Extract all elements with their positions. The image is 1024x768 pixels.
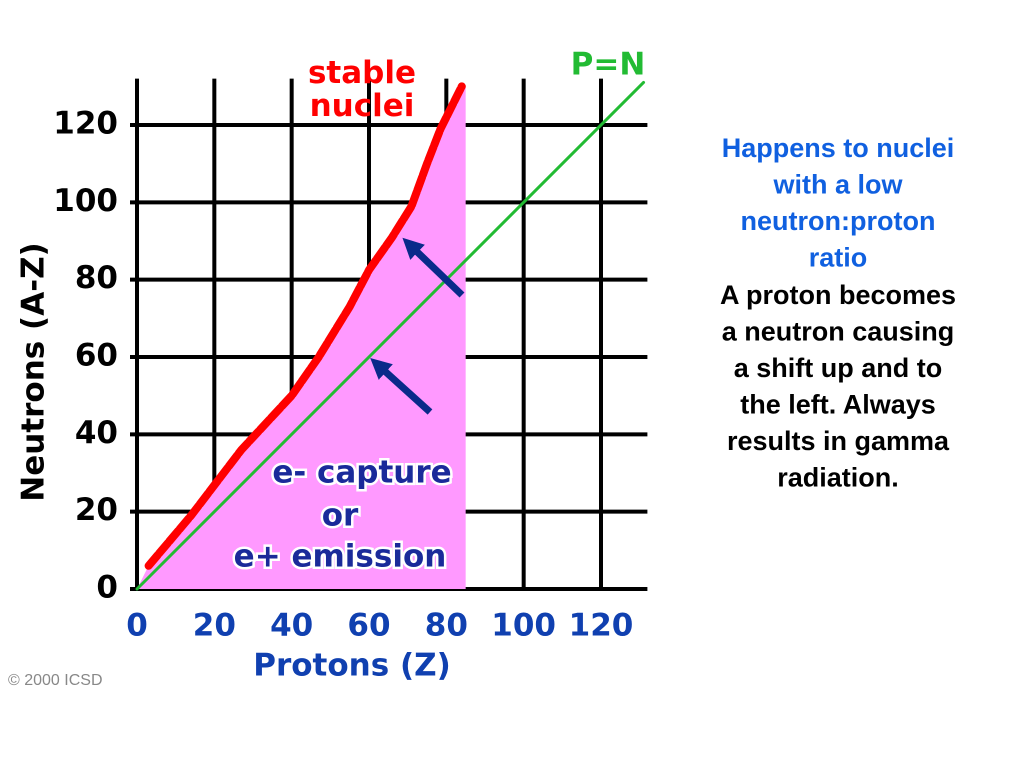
y-tick-label: 60 [75, 338, 118, 374]
y-tick-label: 100 [53, 183, 118, 219]
note-body: the left. Always [740, 390, 936, 420]
note-title: ratio [809, 243, 868, 273]
x-tick-label: 0 [126, 608, 148, 644]
y-tick-label: 40 [75, 415, 118, 451]
arrow [370, 357, 433, 415]
shade-layer [137, 86, 466, 589]
note-body: results in gamma [727, 426, 950, 456]
x-tick-label: 120 [569, 608, 634, 644]
note-title: Happens to nuclei [722, 133, 955, 163]
y-axis-label: Neutrons (A-Z) [16, 242, 52, 501]
arrow [402, 237, 465, 298]
x-tick-label: 60 [347, 608, 390, 644]
note-body: radiation. [777, 463, 899, 493]
note-body: a shift up and to [734, 353, 943, 383]
annotation: e+ emission [234, 539, 447, 575]
annotation: e- capture [272, 455, 451, 491]
y-tick-label: 0 [96, 570, 118, 606]
label-layer: 0 20 40 60 80 100 120 0 20 40 60 80 100 120 Protons (Z… [8, 47, 956, 690]
y-tick-label: 20 [75, 492, 118, 528]
legend-label: P=N [571, 47, 646, 83]
x-tick-label: 100 [491, 608, 556, 644]
y-tick-label: 80 [75, 260, 118, 296]
annotation: or [322, 498, 359, 534]
note-body: A proton becomes [720, 280, 956, 310]
x-tick-label: 80 [425, 608, 468, 644]
y-tick-label: 120 [53, 106, 118, 142]
mark-layer [135, 80, 646, 591]
note-title: neutron:proton [741, 206, 936, 236]
legend-label: stable nuclei [308, 55, 416, 124]
shaded-region [137, 86, 466, 589]
x-tick-label: 40 [270, 608, 313, 644]
note-title: with a low [772, 170, 903, 200]
series-line [135, 80, 646, 591]
x-axis-label: Protons (Z) [253, 648, 451, 684]
x-tick-label: 20 [193, 608, 236, 644]
note-body: a neutron causing [722, 317, 955, 347]
series-line [144, 82, 466, 570]
copyright: © 2000 ICSD [8, 672, 103, 689]
